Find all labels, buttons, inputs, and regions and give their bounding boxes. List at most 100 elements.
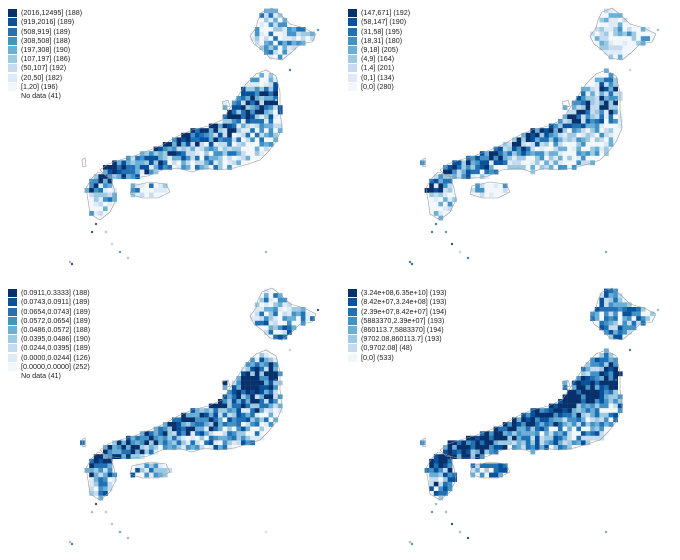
municipality-region	[539, 160, 545, 166]
municipality-region	[153, 463, 159, 469]
municipality-region	[443, 165, 448, 170]
municipality-region	[112, 449, 117, 455]
municipality-region	[525, 426, 531, 432]
municipality-region	[585, 380, 591, 386]
municipality-region	[199, 137, 205, 143]
municipality-region	[273, 408, 278, 413]
municipality-region	[149, 431, 154, 436]
municipality-region	[213, 412, 219, 418]
municipality-region	[282, 50, 288, 55]
municipality-region	[599, 366, 605, 372]
municipality-region	[185, 440, 191, 446]
municipality-region	[98, 188, 104, 193]
municipality-region	[277, 119, 283, 124]
legend-label: [0.0000,0.0000] (252)	[21, 361, 90, 371]
municipality-region	[231, 417, 237, 423]
municipality-region	[254, 389, 260, 395]
municipality-region	[636, 307, 641, 312]
municipality-region	[250, 366, 255, 372]
municipality-region	[181, 142, 186, 147]
municipality-region	[498, 426, 503, 432]
municipality-region	[259, 100, 265, 106]
municipality-region	[553, 155, 559, 161]
municipality-region	[627, 22, 632, 28]
municipality-region	[130, 174, 136, 179]
island-outline	[425, 171, 457, 221]
municipality-region	[254, 86, 260, 92]
municipality-region	[438, 491, 444, 496]
municipality-region	[268, 302, 274, 308]
municipality-region	[149, 435, 154, 441]
municipality-region	[254, 302, 260, 308]
municipality-region	[535, 151, 540, 156]
island-outline	[469, 181, 511, 199]
municipality-region	[139, 468, 145, 473]
municipality-region	[195, 128, 200, 133]
municipality-region	[585, 82, 591, 87]
municipality-region	[236, 385, 242, 390]
municipality-region	[98, 192, 104, 198]
municipality-region	[466, 440, 471, 446]
municipality-region	[479, 463, 485, 469]
municipality-region	[254, 27, 260, 32]
municipality-region	[167, 151, 173, 156]
municipality-region	[452, 165, 457, 170]
municipality-region	[190, 431, 196, 436]
municipality-region	[590, 160, 595, 166]
municipality-region	[521, 142, 526, 147]
municipality-region	[521, 412, 526, 418]
municipality-region	[208, 435, 214, 441]
municipality-region	[567, 394, 572, 400]
municipality-region	[236, 105, 242, 110]
municipality-region	[613, 320, 618, 326]
municipality-region	[590, 371, 595, 377]
municipality-region	[558, 399, 563, 404]
municipality-region	[521, 422, 526, 427]
municipality-region	[645, 27, 651, 32]
municipality-region	[190, 417, 196, 423]
municipality-region	[484, 188, 490, 193]
legend-label: (919,2016] (189)	[21, 17, 75, 27]
map-panel-top-right: (147,671] (192) (58,147] (190) (31,58] (19…	[340, 0, 680, 280]
municipality-region	[562, 435, 568, 441]
municipality-region	[259, 311, 265, 317]
municipality-region	[107, 192, 113, 198]
municipality-region	[121, 160, 127, 166]
municipality-region	[181, 160, 186, 166]
municipality-region	[231, 385, 237, 390]
municipality-region	[259, 394, 265, 400]
municipality-region	[576, 109, 582, 115]
small-island	[68, 540, 72, 544]
municipality-region	[567, 119, 572, 124]
municipality-region	[585, 417, 591, 423]
municipality-region	[622, 334, 628, 340]
municipality-region	[456, 160, 462, 166]
municipality-region	[429, 477, 434, 482]
municipality-region	[617, 311, 623, 317]
municipality-region	[204, 417, 209, 423]
municipality-region	[305, 31, 311, 37]
municipality-region	[594, 86, 600, 92]
municipality-region	[544, 431, 549, 436]
municipality-region	[502, 440, 508, 446]
municipality-region	[535, 417, 540, 423]
municipality-region	[245, 371, 251, 377]
municipality-region	[516, 146, 522, 152]
municipality-region	[594, 307, 600, 312]
municipality-region	[236, 132, 242, 138]
municipality-region	[241, 91, 246, 97]
municipality-region	[594, 100, 600, 106]
municipality-region	[567, 445, 572, 450]
municipality-region	[254, 82, 260, 87]
municipality-region	[158, 468, 163, 473]
municipality-region	[562, 422, 568, 427]
municipality-region	[599, 316, 605, 321]
municipality-region	[438, 206, 444, 212]
municipality-region	[268, 412, 274, 418]
municipality-region	[236, 137, 242, 143]
municipality-region	[604, 137, 609, 143]
municipality-region	[617, 316, 623, 321]
municipality-region	[466, 454, 471, 459]
municipality-region	[204, 151, 209, 156]
legend-swatch	[8, 73, 17, 82]
